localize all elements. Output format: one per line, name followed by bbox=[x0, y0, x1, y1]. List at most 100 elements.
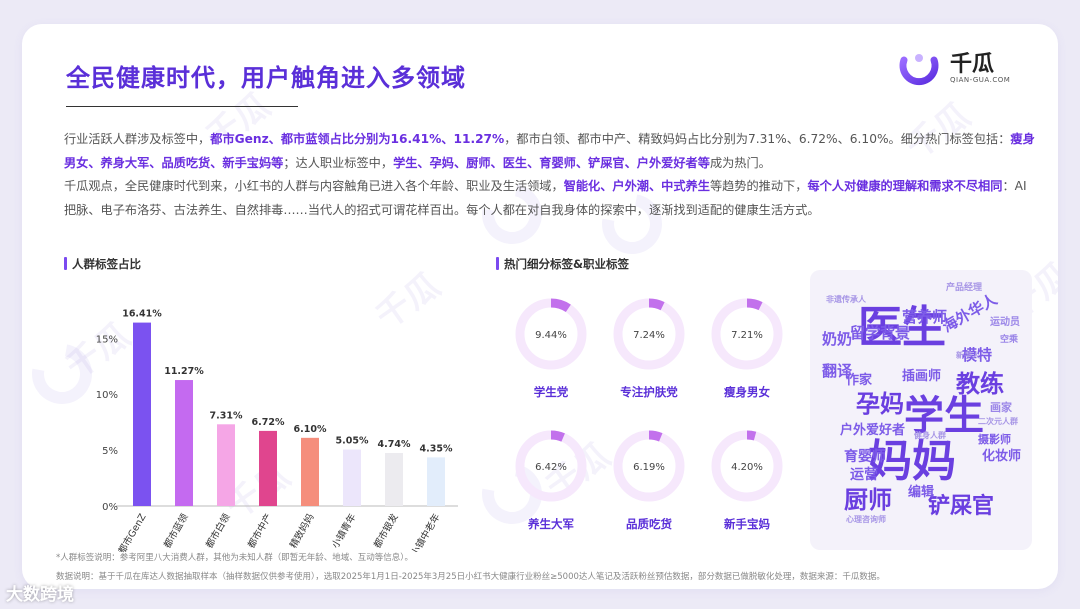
body-text: ：AI把脉、电子布洛芬、古法养生、自然排毒……当代人的招式可谓花样百出。每个人都… bbox=[64, 179, 1027, 217]
tag-donut: 9.44% 学生党 bbox=[506, 294, 596, 400]
bar-value-label: 7.31% bbox=[210, 410, 243, 421]
logo-text-cn: 千瓜 bbox=[950, 52, 995, 77]
bar bbox=[217, 424, 235, 506]
bar-value-label: 6.10% bbox=[294, 424, 327, 435]
qiangua-logo-icon bbox=[899, 54, 939, 85]
bar-value-label: 11.27% bbox=[164, 366, 204, 377]
donut-slice bbox=[613, 430, 685, 502]
word-cloud-term: 摄影师 bbox=[978, 433, 1011, 446]
page-title: 全民健康时代，用户触角进入多领域 bbox=[66, 64, 466, 92]
word-cloud-term: 作家 bbox=[846, 373, 873, 388]
y-tick-label: 15% bbox=[96, 334, 118, 345]
bar bbox=[133, 322, 151, 506]
bar-value-label: 5.05% bbox=[336, 436, 369, 447]
qiangua-logo: 千瓜 QIAN-GUA.COM bbox=[898, 46, 1028, 94]
tags-section-title: 热门细分标签&职业标签 bbox=[496, 256, 629, 272]
donut-slice bbox=[613, 298, 685, 370]
word-cloud-term: 孕妈 bbox=[856, 390, 904, 418]
donut-category-label: 品质吃货 bbox=[626, 517, 672, 531]
tag-donut: 6.42% 养生大军 bbox=[506, 426, 596, 532]
word-cloud-term: 运营 bbox=[850, 467, 878, 483]
highlight-text: 都市Genz、都市蓝领占比分别为16.41%、11.27% bbox=[210, 132, 505, 146]
donut-value-label: 6.19% bbox=[633, 462, 665, 473]
word-cloud-term: 妈妈 bbox=[868, 436, 956, 487]
x-tick-label: 都市白领 bbox=[203, 511, 233, 550]
word-cloud-term: 心理咨询师 bbox=[846, 515, 886, 524]
highlight-text: 学生、孕妈、厨师、医生、育婴师、铲屎官、户外爱好者等 bbox=[393, 155, 710, 170]
word-cloud-term: 空乘 bbox=[1000, 335, 1019, 345]
tag-donut: 6.19% 品质吃货 bbox=[604, 426, 694, 532]
body-text: ，都市白领、都市中产、精致妈妈占比分别为7.31%、6.72%、6.10%。细分… bbox=[504, 132, 1011, 146]
word-cloud-term: 运动员 bbox=[990, 317, 1020, 328]
logo-text-en: QIAN-GUA.COM bbox=[950, 76, 1011, 84]
word-cloud-term: 海外华人 bbox=[939, 290, 1001, 336]
highlight-text: 智能化、户外潮、中式养生 bbox=[563, 179, 710, 193]
donut-category-label: 专注护肤党 bbox=[620, 385, 678, 399]
x-tick-label: 都市GenZ bbox=[116, 511, 149, 552]
word-cloud-term: 营养师 bbox=[902, 308, 948, 326]
highlight-text: 每个人对健康的理解和需求不尽相同 bbox=[807, 179, 1003, 193]
x-tick-label: 都市中产 bbox=[245, 512, 274, 551]
bar-value-label: 4.74% bbox=[378, 439, 411, 450]
word-cloud-term: 铲屎官 bbox=[928, 494, 995, 519]
body-text: ；达人职业标签中， bbox=[283, 155, 394, 170]
word-cloud-term: 二次元人群 bbox=[978, 417, 1018, 426]
tag-donut: 4.20% 新手宝妈 bbox=[702, 426, 792, 532]
x-tick-label: 都市银发 bbox=[371, 511, 401, 550]
y-tick-label: 10% bbox=[96, 390, 118, 401]
word-cloud-term: 学生 bbox=[904, 393, 984, 439]
bar bbox=[343, 449, 361, 506]
bar bbox=[385, 453, 403, 506]
highlight-text: 瘦身男女、养身大军、品质吃货、新手宝妈等 bbox=[64, 132, 1035, 170]
summary-paragraph: 行业活跃人群涉及标签中，都市Genz、都市蓝领占比分别为16.41%、11.27… bbox=[64, 128, 1036, 222]
word-cloud-term: 奶奶 bbox=[822, 330, 853, 348]
word-cloud-term: 模特 bbox=[962, 346, 993, 364]
x-tick-label: 小镇青年 bbox=[329, 511, 359, 550]
word-cloud-term: 化妆师 bbox=[982, 449, 1022, 464]
body-text: 成为热门。 bbox=[709, 155, 771, 170]
tag-definition-note: *人群标签说明：参考阿里八大消费人群，其他为未知人群（即暂无年龄、地域、互动等信… bbox=[56, 553, 414, 563]
body-text: 行业活跃人群涉及标签中， bbox=[64, 132, 211, 146]
population-tag-bar-chart: 0% 5% 10% 15% 16.41% 都市GenZ 11.27% 都市蓝领 7.31% 都市白… bbox=[96, 309, 458, 552]
donut-svg: 7.24% bbox=[613, 298, 685, 370]
donut-value-label: 9.44% bbox=[535, 330, 567, 341]
body-text: 等趋势的推动下， bbox=[709, 179, 808, 193]
tag-donut: 7.24% 专注护肤党 bbox=[604, 294, 694, 400]
donut-slice bbox=[711, 430, 783, 502]
donut-svg: 7.21% bbox=[711, 298, 783, 370]
donut-category-label: 瘦身男女 bbox=[724, 385, 770, 399]
donut-value-label: 7.24% bbox=[633, 330, 665, 341]
bar bbox=[175, 380, 193, 506]
donut-category-label: 养生大军 bbox=[528, 517, 574, 531]
donut-category-label: 学生党 bbox=[533, 385, 569, 399]
y-tick-label: 0% bbox=[102, 502, 118, 513]
bar bbox=[427, 457, 445, 506]
word-cloud-term: 新手人 bbox=[956, 351, 980, 360]
body-text: 千瓜观点，全民健康时代到来，小红书的人群与内容触角已进入各个年龄、职业及生活领域… bbox=[64, 179, 564, 193]
donut-value-label: 7.21% bbox=[731, 330, 763, 341]
donut-svg: 4.20% bbox=[711, 430, 783, 502]
bar-value-label: 4.35% bbox=[420, 443, 453, 454]
word-cloud-term: 产品经理 bbox=[946, 283, 983, 293]
word-cloud-term: 户外爱好者 bbox=[840, 423, 906, 438]
bar-value-label: 16.41% bbox=[122, 309, 162, 320]
donut-slice bbox=[711, 298, 783, 370]
donut-svg: 6.42% bbox=[515, 430, 587, 502]
tag-donut: 7.21% 瘦身男女 bbox=[702, 294, 792, 400]
donut-value-label: 4.20% bbox=[731, 462, 763, 473]
donut-category-label: 新手宝妈 bbox=[724, 517, 770, 531]
donut-svg: 9.44% bbox=[515, 298, 587, 370]
report-card: 千瓜 千瓜 千瓜 千瓜 千瓜 千瓜 千瓜 全民健康时代，用户触角进入多领域 千瓜… bbox=[22, 24, 1058, 589]
bar-value-label: 6.72% bbox=[252, 417, 285, 428]
title-underline bbox=[66, 106, 298, 107]
bar bbox=[259, 430, 277, 506]
donut-svg: 6.19% bbox=[613, 430, 685, 502]
donut-slice bbox=[515, 298, 587, 370]
x-tick-label: 精致妈妈 bbox=[287, 512, 316, 551]
bar bbox=[301, 437, 319, 506]
word-cloud-term: 厨师 bbox=[844, 486, 892, 514]
bar-chart-title: 人群标签占比 bbox=[64, 256, 141, 272]
word-cloud-term: 教练 bbox=[956, 370, 1004, 398]
donut-value-label: 6.42% bbox=[535, 462, 567, 473]
word-cloud-term: 翻译 bbox=[822, 362, 853, 380]
